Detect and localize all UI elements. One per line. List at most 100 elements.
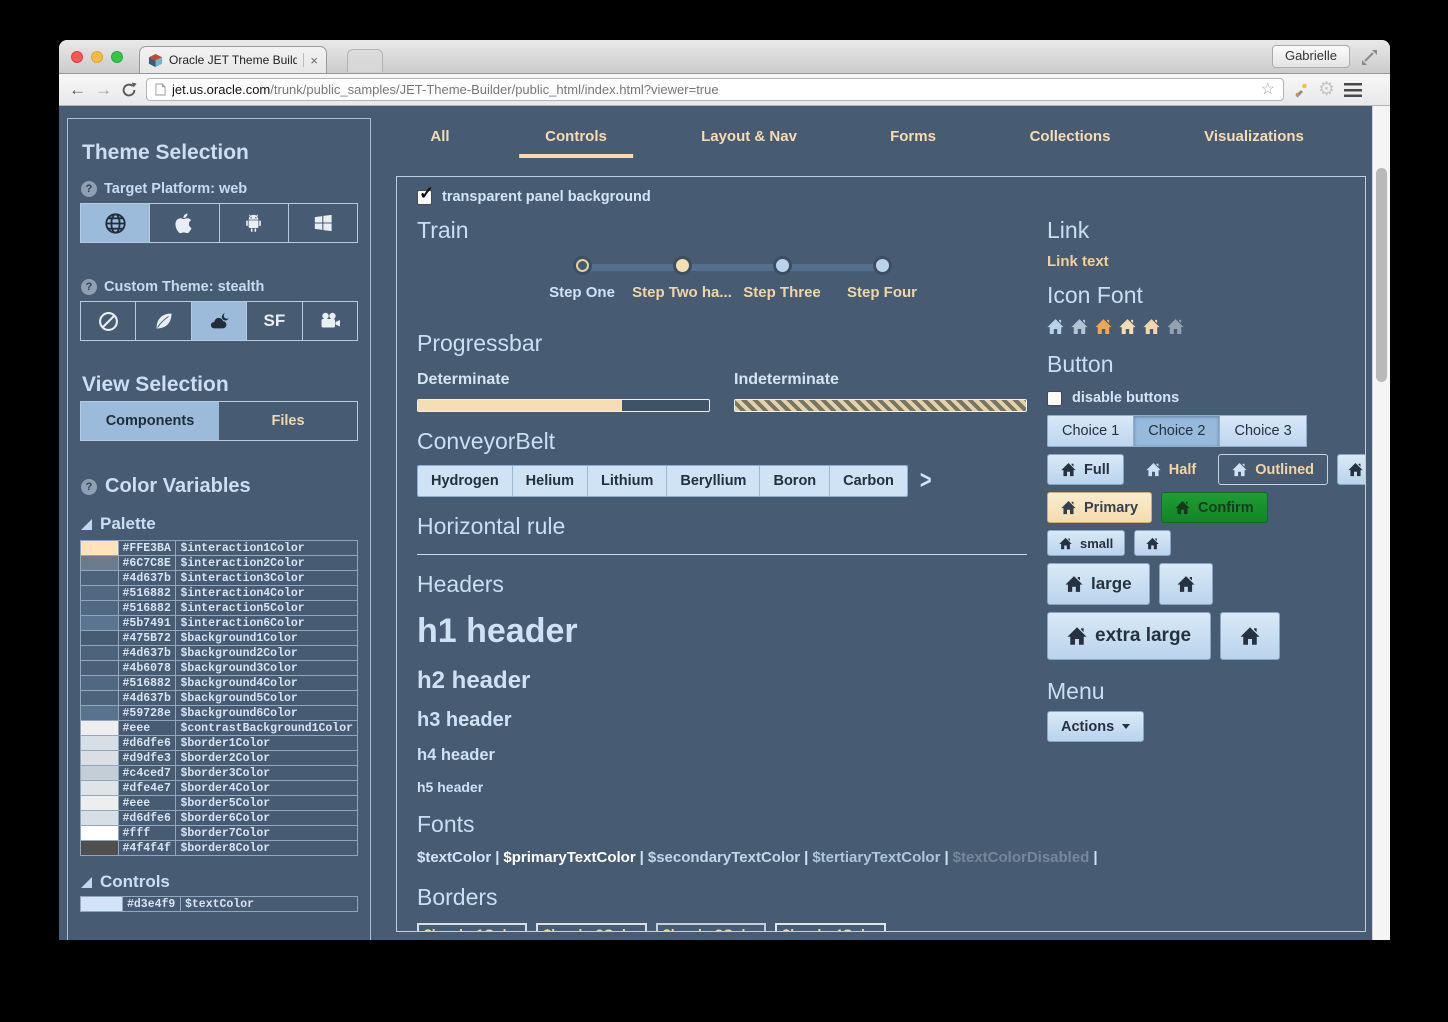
palette-row[interactable]: #516882 $background4Color	[80, 675, 358, 691]
page-content: Theme Selection ? Target Platform: web	[59, 106, 1390, 940]
theme-sf-button[interactable]: SF	[247, 302, 303, 340]
help-icon[interactable]: ?	[81, 279, 97, 295]
conveyor-item-button[interactable]: Beryllium	[667, 466, 761, 496]
sample-link[interactable]: Link text	[1047, 253, 1109, 270]
conveyor-item-button[interactable]: Hydrogen	[418, 466, 513, 496]
theme-stealth-button[interactable]	[191, 302, 248, 340]
conveyor-item-button[interactable]: Carbon	[830, 466, 907, 496]
palette-row[interactable]: #4d637b $background5Color	[80, 690, 358, 706]
palette-swatch	[80, 780, 119, 796]
conveyor-next-chevron-icon[interactable]: >	[919, 466, 932, 495]
palette-row[interactable]: #FFE3BA $interaction1Color	[80, 540, 358, 556]
palette-row[interactable]: #dfe4e7 $border4Color	[80, 780, 358, 796]
menu-hamburger-icon[interactable]	[1344, 82, 1363, 97]
view-tab[interactable]: Components	[81, 402, 219, 440]
train-step-dot[interactable]	[776, 259, 789, 272]
actions-menu-button[interactable]: Actions	[1047, 711, 1145, 742]
palette-row[interactable]: #d9dfe3 $border2Color	[80, 750, 358, 766]
theme-button-group: SF	[80, 301, 358, 341]
panel-right-column: Link Link text Icon Font Button disable …	[1027, 205, 1365, 931]
small-home-icon-button[interactable]	[1134, 530, 1172, 556]
palette-row[interactable]: #d6dfe6 $border6Color	[80, 810, 358, 826]
palette-row[interactable]: #4f4f4f $border8Color	[80, 840, 358, 856]
theme-leaf-button[interactable]	[136, 302, 192, 340]
palette-row[interactable]: #516882 $interaction4Color	[80, 585, 358, 601]
conveyor-item-button[interactable]: Boron	[760, 466, 831, 496]
palette-row[interactable]: #fff $border7Color	[80, 825, 358, 841]
confirm-button[interactable]: Confirm	[1161, 492, 1268, 523]
conveyor-item-button[interactable]: Helium	[512, 466, 589, 496]
train-step-dot[interactable]	[576, 259, 589, 272]
platform-android-button[interactable]	[220, 204, 289, 242]
small-button[interactable]: small	[1047, 530, 1126, 556]
reload-icon[interactable]	[121, 82, 137, 98]
minimize-window-button[interactable]	[91, 51, 103, 63]
target-platform-label: Target Platform: web	[104, 181, 248, 197]
zoom-window-button[interactable]	[111, 51, 123, 63]
category-tab[interactable]: Visualizations	[1204, 128, 1304, 145]
back-icon[interactable]: ←	[69, 80, 86, 99]
font-variable: $primaryTextColor |	[503, 849, 644, 866]
new-tab-button[interactable]	[347, 49, 383, 72]
palette-row[interactable]: #d6dfe6 $border1Color	[80, 735, 358, 751]
primary-button[interactable]: Primary	[1047, 492, 1153, 523]
browser-tab[interactable]: Oracle JET Theme Builder ×	[139, 46, 327, 73]
palette-row[interactable]: #5b7491 $interaction6Color	[80, 615, 358, 631]
browser-scrollbar[interactable]	[1372, 106, 1390, 940]
url-bar[interactable]: jet.us.oracle.com/trunk/public_samples/J…	[146, 78, 1284, 101]
palette-row[interactable]: #4b6078 $background3Color	[80, 660, 358, 676]
half-button[interactable]: Half	[1133, 454, 1209, 485]
palette-row[interactable]: #c4ced7 $border3Color	[80, 765, 358, 781]
platform-ios-button[interactable]	[150, 204, 220, 242]
platform-web-button[interactable]	[81, 204, 151, 242]
help-icon[interactable]: ?	[81, 181, 97, 197]
extension-icon[interactable]	[1293, 82, 1309, 98]
conveyor-item-button[interactable]: Lithium	[588, 466, 668, 496]
palette-row[interactable]: #59728e $background6Color	[80, 705, 358, 721]
palette-row[interactable]: #4d637b $background2Color	[80, 645, 358, 661]
help-icon[interactable]: ?	[81, 478, 97, 495]
tab-close-icon[interactable]: ×	[310, 52, 318, 68]
theme-video-button[interactable]	[303, 302, 357, 340]
gear-icon[interactable]: ⚙	[1318, 79, 1336, 100]
fullscreen-icon[interactable]	[1360, 48, 1378, 66]
extra-large-button[interactable]: extra large	[1047, 612, 1212, 660]
platform-windows-button[interactable]	[289, 204, 357, 242]
scrollbar-thumb[interactable]	[1376, 168, 1387, 382]
choice-button[interactable]: Choice 1	[1047, 415, 1135, 447]
disable-buttons-checkbox[interactable]	[1047, 390, 1062, 406]
large-button[interactable]: large	[1047, 563, 1150, 605]
conveyorbelt-title: ConveyorBelt	[417, 428, 556, 454]
palette-row[interactable]: #516882 $interaction5Color	[80, 600, 358, 616]
choice-button[interactable]: Choice 2	[1133, 415, 1221, 447]
category-tab[interactable]: Layout & Nav	[701, 128, 797, 145]
train-step-dot[interactable]	[876, 259, 889, 272]
category-tab[interactable]: All	[430, 128, 450, 145]
category-tab[interactable]: Collections	[1029, 128, 1111, 145]
palette-row[interactable]: #eee $contrastBackground1Color	[80, 720, 358, 736]
home-icon-button[interactable]	[1337, 454, 1365, 485]
profile-button[interactable]: Gabrielle	[1271, 45, 1350, 68]
controls-row[interactable]: #d3e4f9 $textColor	[80, 896, 358, 912]
palette-row[interactable]: #eee $border5Color	[80, 795, 358, 811]
choice-button[interactable]: Choice 3	[1219, 415, 1307, 447]
bookmark-star-icon[interactable]: ☆	[1260, 80, 1275, 98]
transparent-panel-checkbox[interactable]	[417, 183, 434, 205]
close-window-button[interactable]	[71, 51, 83, 63]
forward-icon[interactable]: →	[95, 80, 112, 99]
large-home-icon-button[interactable]	[1158, 563, 1213, 605]
palette-row[interactable]: #475B72 $background1Color	[80, 630, 358, 646]
category-tab[interactable]: Forms	[890, 128, 936, 145]
palette-row[interactable]: #6C7C8E $interaction2Color	[80, 555, 358, 571]
controls-section-header[interactable]: Controls	[81, 872, 358, 892]
view-tab[interactable]: Files	[271, 413, 305, 429]
palette-section-header[interactable]: Palette	[81, 514, 358, 534]
full-button[interactable]: Full	[1047, 454, 1124, 485]
palette-row[interactable]: #4d637b $interaction3Color	[80, 570, 358, 586]
theme-none-button[interactable]	[81, 302, 137, 340]
outlined-button[interactable]: Outlined	[1218, 454, 1328, 485]
extra-large-home-icon-button[interactable]	[1220, 612, 1281, 660]
header-sample: h2 header	[417, 667, 531, 694]
train-step-dot[interactable]	[676, 259, 689, 272]
category-tab[interactable]: Controls	[519, 128, 633, 158]
